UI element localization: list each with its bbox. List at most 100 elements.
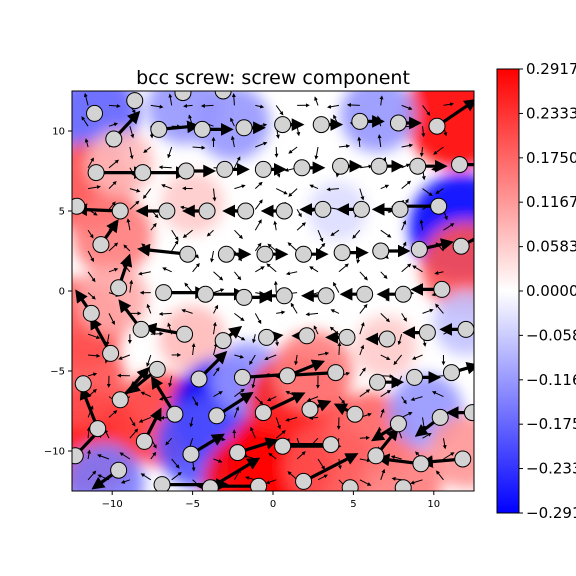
heat-blob (159, 305, 227, 373)
field-arrow (338, 144, 351, 149)
field-arrow (162, 267, 172, 273)
y-tick-label: 0 (59, 287, 65, 298)
field-arrow (129, 146, 134, 160)
field-arrow (171, 240, 179, 252)
field-arrow (391, 476, 402, 481)
field-arrow (317, 458, 325, 470)
atom (89, 420, 107, 438)
field-arrow (290, 302, 298, 314)
field-arrow (380, 389, 392, 398)
atom (452, 237, 470, 255)
atom (410, 240, 428, 258)
atom (92, 236, 110, 254)
field-arrow (87, 271, 96, 283)
field-arrow (165, 437, 173, 446)
heat-blob (86, 129, 154, 197)
field-arrow (288, 188, 298, 197)
field-arrow (138, 271, 151, 276)
heat-blob (72, 194, 153, 276)
atom (332, 157, 350, 175)
field-arrow (168, 93, 173, 106)
field-arrow (108, 103, 121, 108)
field-arrow (87, 470, 97, 481)
field-arrow (393, 354, 403, 366)
atom (258, 328, 276, 346)
atom (214, 91, 232, 100)
field-arrow (422, 188, 433, 197)
field-arrow (359, 367, 366, 377)
field-arrow (87, 157, 94, 169)
field-arrow (390, 455, 402, 460)
atom (182, 445, 200, 463)
field-arrow (276, 310, 286, 315)
field-arrow (213, 271, 224, 281)
field-arrow (105, 334, 110, 346)
field-arrow (294, 354, 299, 366)
field-arrow (234, 229, 243, 240)
field-arrow (317, 351, 330, 356)
atom (250, 477, 268, 491)
atom (278, 367, 296, 385)
field-arrow (158, 311, 172, 316)
field-arrow (200, 103, 214, 108)
atom (176, 325, 194, 343)
atom-arrow (72, 204, 78, 208)
field-arrow (171, 458, 180, 469)
field-arrow (275, 105, 284, 116)
field-arrow (305, 312, 319, 317)
field-arrow (306, 396, 319, 402)
field-arrow (158, 165, 172, 170)
atom (301, 400, 319, 418)
atom (295, 472, 313, 490)
atom (208, 407, 226, 425)
atom (166, 405, 184, 423)
atom (105, 130, 123, 148)
field-arrow (422, 308, 434, 314)
field-arrow (189, 417, 194, 428)
field-arrow (254, 396, 264, 405)
colorbar-tick-label: 0.1750 (526, 149, 576, 167)
atom (351, 112, 369, 130)
field-arrow (171, 471, 182, 481)
field-arrow (129, 200, 140, 210)
field-arrow (401, 180, 412, 189)
atom (451, 156, 469, 174)
field-arrow (411, 354, 423, 360)
field-arrow (213, 367, 220, 377)
field-arrow (252, 334, 256, 344)
field-arrow (108, 313, 115, 325)
field-arrow (230, 135, 235, 148)
field-arrow (138, 416, 151, 423)
field-arrow (442, 438, 447, 450)
field-arrow (275, 417, 281, 430)
field-arrow (249, 354, 256, 366)
atom (193, 120, 211, 138)
field-arrow (264, 354, 277, 361)
atom (346, 405, 364, 423)
x-tick-label: 0 (270, 499, 276, 510)
field-arrow (317, 474, 328, 481)
heat-blob (433, 290, 474, 356)
field-arrow (357, 136, 362, 148)
atom (72, 197, 86, 215)
y-tick-label: 5 (59, 207, 65, 218)
atom (235, 288, 253, 306)
atom (87, 164, 105, 182)
field-arrow (380, 229, 392, 238)
field-arrow (401, 263, 412, 273)
atom (217, 245, 235, 263)
field-arrow (213, 288, 225, 294)
field-arrow (233, 156, 241, 169)
field-arrow (275, 430, 286, 439)
field-arrow (338, 263, 349, 273)
field-arrow (443, 452, 455, 460)
field-arrow (168, 375, 173, 388)
field-arrow (167, 146, 173, 159)
field-arrow (359, 479, 372, 486)
field-arrow (255, 266, 265, 273)
atom (102, 344, 120, 362)
field-arrow (255, 141, 268, 148)
field-arrow (337, 342, 342, 356)
atom (389, 415, 407, 433)
field-arrow (234, 354, 245, 359)
